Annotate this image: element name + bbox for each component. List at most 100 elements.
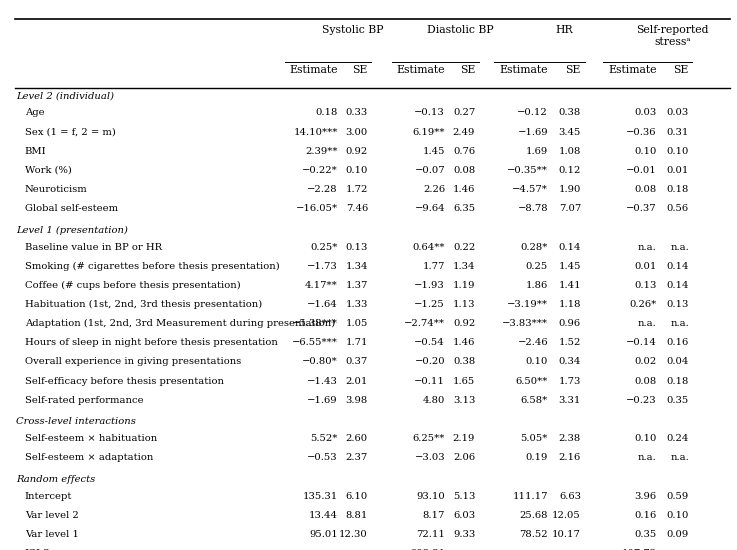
Text: Estimate: Estimate xyxy=(500,65,548,75)
Text: Level 1 (presentation): Level 1 (presentation) xyxy=(16,226,128,234)
Text: −5.38***: −5.38*** xyxy=(292,319,338,328)
Text: 1.08: 1.08 xyxy=(559,147,581,156)
Text: −2.28: −2.28 xyxy=(307,185,338,194)
Text: −0.53: −0.53 xyxy=(307,453,338,463)
Text: Estimate: Estimate xyxy=(290,65,338,75)
Text: −0.11: −0.11 xyxy=(414,377,445,386)
Text: 0.10: 0.10 xyxy=(346,166,368,175)
Text: n.a.: n.a. xyxy=(638,319,657,328)
Text: 1.45: 1.45 xyxy=(422,147,445,156)
Text: 0.25*: 0.25* xyxy=(310,243,338,251)
Text: 72.11: 72.11 xyxy=(416,530,445,539)
Text: −3.83***: −3.83*** xyxy=(502,319,548,328)
Text: 1.73: 1.73 xyxy=(559,377,581,386)
Text: 0.10: 0.10 xyxy=(635,147,657,156)
Text: −0.20: −0.20 xyxy=(414,358,445,366)
Text: 2.38: 2.38 xyxy=(559,434,581,443)
Text: 0.10: 0.10 xyxy=(666,511,689,520)
Text: 0.33: 0.33 xyxy=(346,108,368,117)
Text: 0.26*: 0.26* xyxy=(629,300,657,309)
Text: 7.07: 7.07 xyxy=(559,204,581,213)
Text: 6.03: 6.03 xyxy=(453,511,475,520)
Text: −1.93: −1.93 xyxy=(414,281,445,290)
Text: 0.96: 0.96 xyxy=(559,319,581,328)
Text: Self-reported
stressᵃ: Self-reported stressᵃ xyxy=(637,25,709,47)
Text: Baseline value in BP or HR: Baseline value in BP or HR xyxy=(25,243,162,251)
Text: 0.35: 0.35 xyxy=(635,530,657,539)
Text: Coffee (# cups before thesis presentation): Coffee (# cups before thesis presentatio… xyxy=(25,281,240,290)
Text: 0.22: 0.22 xyxy=(453,243,475,251)
Text: −1.73: −1.73 xyxy=(307,262,338,271)
Text: −0.22*: −0.22* xyxy=(302,166,338,175)
Text: Systolic BP: Systolic BP xyxy=(322,25,384,35)
Text: −0.14: −0.14 xyxy=(626,338,657,347)
Text: 14.10***: 14.10*** xyxy=(293,128,338,136)
Text: 0.14: 0.14 xyxy=(666,281,689,290)
Text: 6.25**: 6.25** xyxy=(413,434,445,443)
Text: 0.13: 0.13 xyxy=(666,300,689,309)
Text: HR: HR xyxy=(556,25,573,35)
Text: 5.52*: 5.52* xyxy=(310,434,338,443)
Text: 2.16: 2.16 xyxy=(559,453,581,463)
Text: 1.18: 1.18 xyxy=(559,300,581,309)
Text: 2.19: 2.19 xyxy=(453,434,475,443)
Text: −1.64: −1.64 xyxy=(307,300,338,309)
Text: 1.46: 1.46 xyxy=(453,338,475,347)
Text: 0.92: 0.92 xyxy=(346,147,368,156)
Text: 10.17: 10.17 xyxy=(552,530,581,539)
Text: Random effects: Random effects xyxy=(16,475,95,483)
Text: 2.49: 2.49 xyxy=(453,128,475,136)
Text: 3.00: 3.00 xyxy=(346,128,368,136)
Text: Diastolic BP: Diastolic BP xyxy=(427,25,494,35)
Text: 0.56: 0.56 xyxy=(667,204,689,213)
Text: Self-esteem × adaptation: Self-esteem × adaptation xyxy=(25,453,153,463)
Text: n.a.: n.a. xyxy=(670,319,689,328)
Text: Age: Age xyxy=(25,108,44,117)
Text: 1.86: 1.86 xyxy=(525,281,548,290)
Text: 0.24: 0.24 xyxy=(666,434,689,443)
Text: 5.13: 5.13 xyxy=(453,492,475,501)
Text: −0.07: −0.07 xyxy=(414,166,445,175)
Text: −1.69: −1.69 xyxy=(517,128,548,136)
Text: 0.18: 0.18 xyxy=(666,377,689,386)
Text: 9.33: 9.33 xyxy=(453,530,475,539)
Text: −1.43: −1.43 xyxy=(307,377,338,386)
Text: 1,016.56: 1,016.56 xyxy=(503,549,548,550)
Text: 0.38: 0.38 xyxy=(453,358,475,366)
Text: 2.60: 2.60 xyxy=(346,434,368,443)
Text: 0.25: 0.25 xyxy=(525,262,548,271)
Text: 1.52: 1.52 xyxy=(559,338,581,347)
Text: 0.03: 0.03 xyxy=(667,108,689,117)
Text: −0.13: −0.13 xyxy=(414,108,445,117)
Text: SE: SE xyxy=(352,65,368,75)
Text: 0.08: 0.08 xyxy=(635,377,657,386)
Text: Intercept: Intercept xyxy=(25,492,72,501)
Text: 1,033.35: 1,033.35 xyxy=(293,549,338,550)
Text: n.a.: n.a. xyxy=(670,243,689,251)
Text: 0.10: 0.10 xyxy=(525,358,548,366)
Text: Hours of sleep in night before thesis presentation: Hours of sleep in night before thesis pr… xyxy=(25,338,278,347)
Text: 107.72: 107.72 xyxy=(621,549,657,550)
Text: Overall experience in giving presentations: Overall experience in giving presentatio… xyxy=(25,358,241,366)
Text: 111.17: 111.17 xyxy=(512,492,548,501)
Text: −0.36: −0.36 xyxy=(626,128,657,136)
Text: Neuroticism: Neuroticism xyxy=(25,185,88,194)
Text: 1.72: 1.72 xyxy=(346,185,368,194)
Text: 0.64**: 0.64** xyxy=(413,243,445,251)
Text: 6.35: 6.35 xyxy=(453,204,475,213)
Text: −2.74**: −2.74** xyxy=(404,319,445,328)
Text: 0.09: 0.09 xyxy=(667,530,689,539)
Text: −8.78: −8.78 xyxy=(517,204,548,213)
Text: SE: SE xyxy=(674,65,689,75)
Text: 1.13: 1.13 xyxy=(453,300,475,309)
Text: 2.26: 2.26 xyxy=(423,185,445,194)
Text: 1.05: 1.05 xyxy=(346,319,368,328)
Text: 8.81: 8.81 xyxy=(346,511,368,520)
Text: −2.46: −2.46 xyxy=(517,338,548,347)
Text: 0.08: 0.08 xyxy=(453,166,475,175)
Text: −16.05*: −16.05* xyxy=(296,204,338,213)
Text: Self-esteem × habituation: Self-esteem × habituation xyxy=(25,434,157,443)
Text: 93.10: 93.10 xyxy=(416,492,445,501)
Text: 1.19: 1.19 xyxy=(453,281,475,290)
Text: −0.37: −0.37 xyxy=(626,204,657,213)
